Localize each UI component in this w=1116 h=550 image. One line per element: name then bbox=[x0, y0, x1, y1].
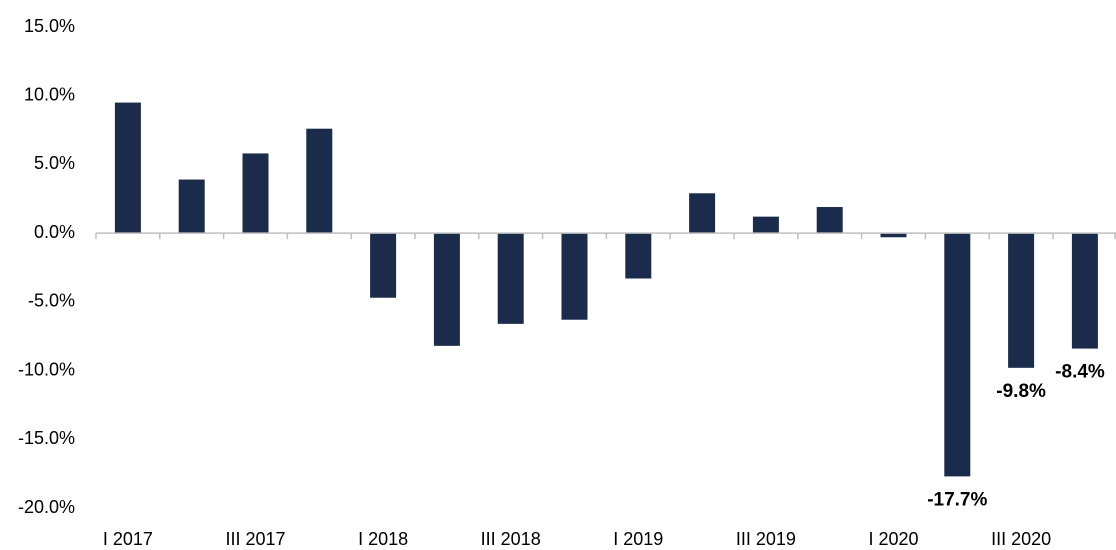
bar bbox=[242, 153, 269, 234]
bar bbox=[306, 128, 333, 234]
bar bbox=[880, 233, 907, 238]
bar bbox=[944, 233, 971, 477]
value-label: -9.8% bbox=[996, 381, 1046, 402]
bar bbox=[561, 233, 588, 320]
bar bbox=[370, 233, 397, 298]
y-tick-label: -10.0% bbox=[18, 359, 75, 379]
x-tick-label: I 2019 bbox=[613, 529, 663, 549]
x-tick-label: III 2019 bbox=[736, 529, 796, 549]
x-tick-label: I 2020 bbox=[868, 529, 918, 549]
x-tick-label: III 2017 bbox=[225, 529, 285, 549]
x-tick-label: I 2018 bbox=[358, 529, 408, 549]
value-label: -17.7% bbox=[927, 489, 987, 510]
x-tick-label: III 2020 bbox=[991, 529, 1051, 549]
bar bbox=[625, 233, 652, 279]
y-tick-label: 5.0% bbox=[34, 153, 75, 173]
bar bbox=[114, 102, 141, 234]
bar bbox=[816, 207, 843, 234]
y-tick-label: 10.0% bbox=[24, 84, 75, 104]
bar bbox=[1008, 233, 1035, 368]
y-tick-label: 15.0% bbox=[24, 16, 75, 36]
y-tick-label: -5.0% bbox=[28, 291, 75, 311]
value-label: -8.4% bbox=[1055, 362, 1105, 383]
bar bbox=[178, 179, 205, 234]
bar bbox=[497, 233, 524, 324]
x-tick-label: I 2017 bbox=[103, 529, 153, 549]
bar bbox=[1071, 233, 1098, 349]
y-tick-label: -15.0% bbox=[18, 428, 75, 448]
y-tick-label: -20.0% bbox=[18, 497, 75, 517]
bar bbox=[433, 233, 460, 346]
x-tick-label: III 2018 bbox=[481, 529, 541, 549]
bar bbox=[752, 216, 779, 234]
y-tick-label: 0.0% bbox=[34, 222, 75, 242]
bar bbox=[689, 193, 716, 234]
